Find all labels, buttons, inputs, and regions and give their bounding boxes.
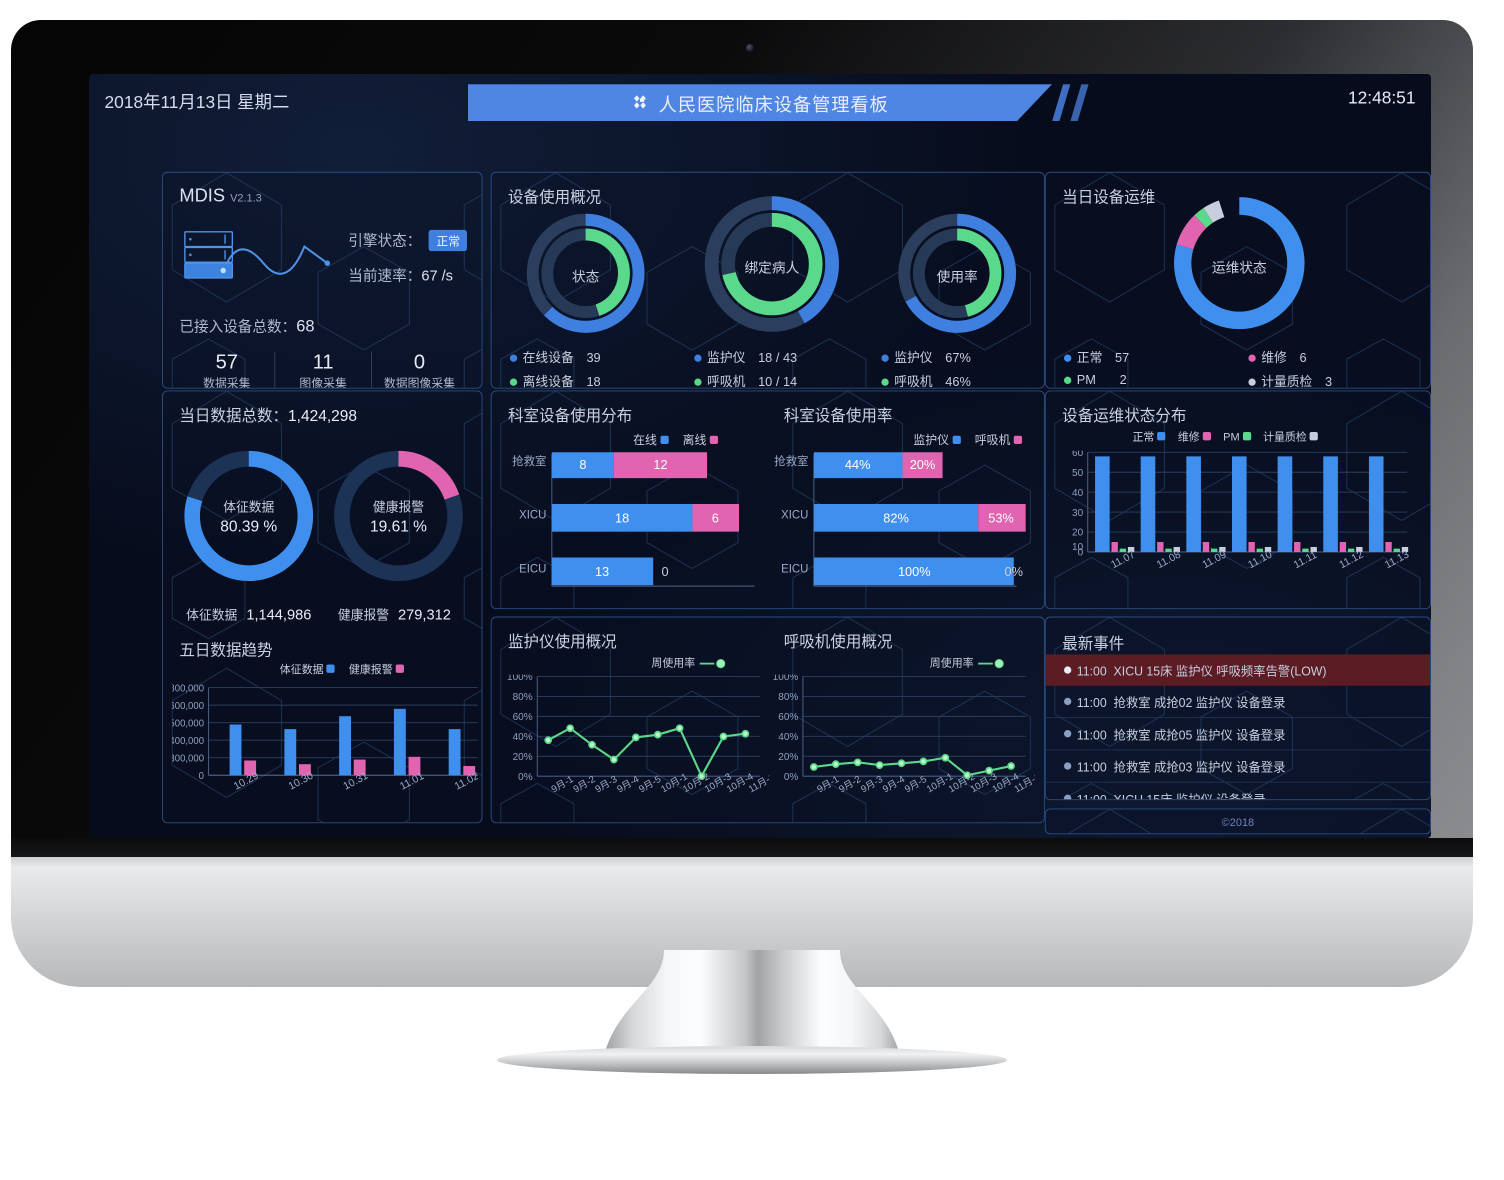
svg-text:40%: 40%: [778, 732, 798, 743]
svg-text:60%: 60%: [778, 712, 798, 723]
svg-text:20%: 20%: [778, 752, 798, 763]
svg-text:抢救室: 抢救室: [774, 454, 808, 468]
svg-text:600,000: 600,000: [172, 701, 204, 712]
svg-text:抢救室: 抢救室: [512, 454, 546, 468]
svg-text:6: 6: [712, 510, 719, 525]
svg-text:50: 50: [1072, 468, 1084, 479]
svg-text:500,000: 500,000: [172, 718, 204, 729]
svg-text:9月-5: 9月-5: [637, 774, 663, 795]
svg-text:400,000: 400,000: [172, 736, 204, 747]
svg-text:9月-2: 9月-2: [572, 774, 598, 795]
svg-text:18: 18: [615, 510, 629, 525]
svg-text:12: 12: [653, 457, 667, 472]
svg-text:0%: 0%: [1004, 564, 1022, 579]
svg-text:44%: 44%: [845, 457, 871, 472]
svg-text:9月-5: 9月-5: [903, 774, 929, 795]
svg-text:60: 60: [1072, 450, 1084, 459]
svg-text:0: 0: [662, 564, 669, 579]
svg-text:82%: 82%: [883, 510, 909, 525]
svg-text:300,000: 300,000: [172, 753, 204, 764]
svg-text:9月-1: 9月-1: [815, 774, 841, 795]
svg-text:20: 20: [1072, 528, 1084, 539]
svg-text:20%: 20%: [513, 752, 533, 763]
svg-text:13: 13: [595, 564, 609, 579]
svg-text:0%: 0%: [784, 772, 799, 783]
svg-text:XICU: XICU: [519, 510, 546, 522]
svg-text:100%: 100%: [898, 564, 931, 579]
svg-text:9月-1: 9月-1: [550, 774, 576, 795]
svg-text:40%: 40%: [513, 732, 533, 743]
svg-text:40: 40: [1072, 488, 1084, 499]
svg-text:30: 30: [1072, 508, 1084, 519]
svg-text:0: 0: [1078, 548, 1084, 559]
svg-text:80%: 80%: [513, 692, 533, 703]
svg-text:100%: 100%: [507, 675, 533, 684]
svg-text:9月-2: 9月-2: [837, 774, 863, 795]
svg-text:100%: 100%: [773, 675, 799, 684]
svg-text:XICU: XICU: [781, 510, 808, 522]
svg-text:60%: 60%: [513, 712, 533, 723]
svg-text:EICU: EICU: [781, 563, 808, 575]
svg-text:20%: 20%: [910, 457, 936, 472]
svg-text:80%: 80%: [778, 692, 798, 703]
svg-text:0%: 0%: [518, 772, 533, 783]
svg-text:0: 0: [199, 771, 204, 782]
svg-text:800,000: 800,000: [172, 683, 204, 694]
svg-text:EICU: EICU: [519, 563, 546, 575]
svg-text:8: 8: [579, 457, 586, 472]
svg-text:53%: 53%: [988, 510, 1014, 525]
svg-text:9月-3: 9月-3: [859, 774, 885, 795]
svg-text:9月-3: 9月-3: [594, 774, 620, 795]
